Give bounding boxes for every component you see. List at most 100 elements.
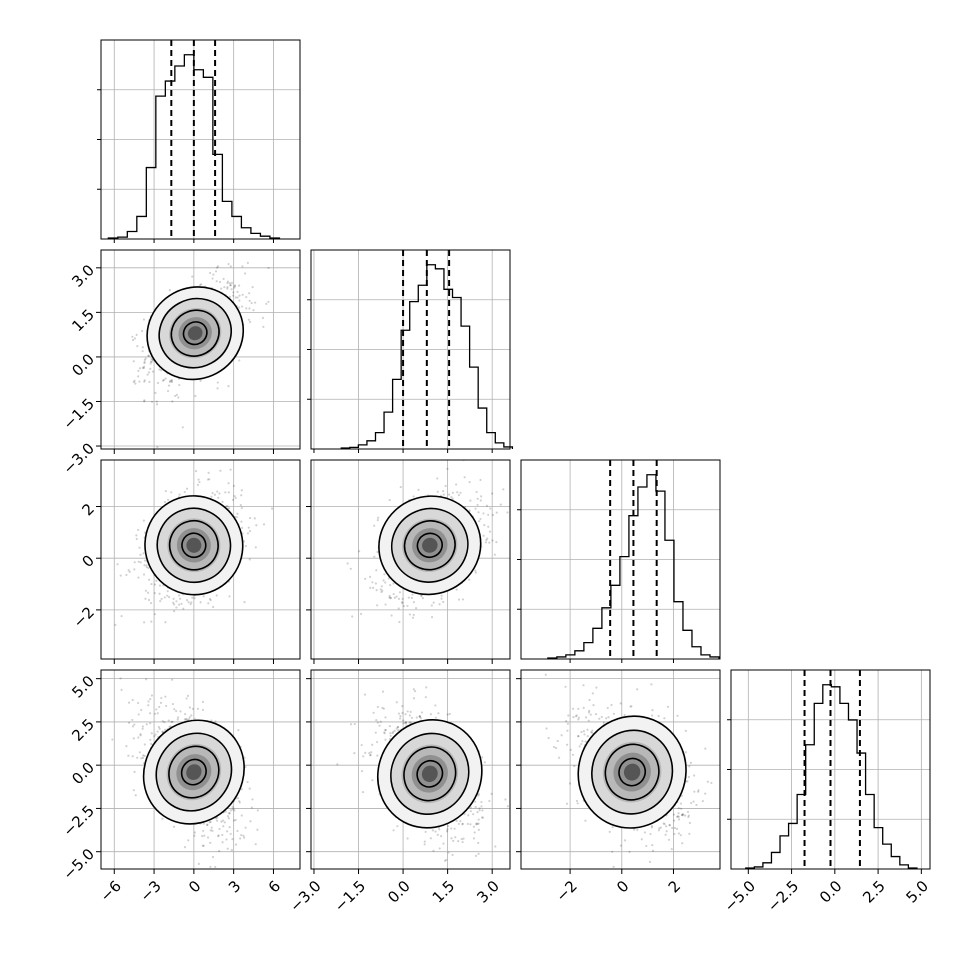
scatter-point xyxy=(402,604,405,608)
scatter-point xyxy=(133,379,136,382)
scatter-point xyxy=(479,478,482,482)
scatter-point xyxy=(477,852,480,855)
scatter-point xyxy=(246,261,249,264)
scatter-point xyxy=(478,807,481,810)
scatter-point xyxy=(147,598,151,602)
scatter-point xyxy=(138,367,142,370)
scatter-point xyxy=(475,822,478,825)
scatter-point xyxy=(233,809,236,812)
scatter-point xyxy=(234,296,237,299)
scatter-point xyxy=(474,854,478,857)
scatter-point xyxy=(477,822,480,825)
scatter-point xyxy=(245,307,248,310)
scatter-point xyxy=(177,603,181,606)
scatter-point xyxy=(229,284,232,287)
scatter-point xyxy=(246,532,250,535)
scatter-point xyxy=(217,834,220,837)
scatter-point xyxy=(376,705,379,709)
scatter-point xyxy=(475,490,478,494)
scatter-point xyxy=(158,584,162,587)
hist-frame-3 xyxy=(730,669,931,870)
scatter-point xyxy=(374,731,377,734)
pair-content xyxy=(111,677,259,869)
scatter-point xyxy=(389,597,393,600)
scatter-point xyxy=(170,378,173,382)
scatter-point xyxy=(238,359,241,362)
scatter-point xyxy=(150,400,154,403)
scatter-point xyxy=(682,813,685,816)
scatter-point xyxy=(469,499,472,502)
scatter-point xyxy=(248,530,252,533)
scatter-point xyxy=(163,728,167,731)
hist-panel-0 xyxy=(97,39,301,243)
scatter-point xyxy=(132,380,135,384)
scatter-point xyxy=(179,597,182,600)
scatter-point xyxy=(265,302,268,306)
scatter-point xyxy=(233,286,236,289)
scatter-point xyxy=(215,819,219,822)
scatter-point xyxy=(384,738,387,741)
scatter-point xyxy=(143,358,146,362)
scatter-point xyxy=(418,715,421,718)
scatter-point xyxy=(166,594,169,597)
scatter-point xyxy=(376,604,379,607)
scatter-point xyxy=(234,843,238,846)
scatter-point xyxy=(440,594,443,597)
scatter-point xyxy=(137,736,140,739)
scatter-point xyxy=(211,855,215,859)
scatter-point xyxy=(376,754,379,757)
pair-panel-3-2 xyxy=(516,669,721,874)
scatter-point xyxy=(461,598,465,601)
scatter-point xyxy=(141,346,144,349)
scatter-point xyxy=(153,613,157,616)
scatter-point xyxy=(253,517,256,520)
scatter-point xyxy=(383,731,386,734)
scatter-point xyxy=(147,354,150,357)
scatter-point xyxy=(137,369,140,373)
scatter-point xyxy=(201,708,205,712)
scatter-point xyxy=(267,266,270,270)
scatter-point xyxy=(133,337,137,340)
scatter-point xyxy=(174,394,177,398)
scatter-point xyxy=(493,553,496,556)
scatter-point xyxy=(158,705,161,709)
contour-line xyxy=(168,519,219,571)
scatter-point xyxy=(185,718,189,721)
scatter-point xyxy=(689,761,692,764)
scatter-point xyxy=(442,842,445,845)
scatter-point xyxy=(469,823,472,826)
scatter-point xyxy=(488,541,491,544)
scatter-point xyxy=(141,756,145,759)
hist-frame-0 xyxy=(100,39,301,240)
scatter-point xyxy=(383,573,386,576)
scatter-point xyxy=(183,846,187,849)
scatter-point xyxy=(408,721,411,724)
scatter-point xyxy=(242,834,245,837)
scatter-point xyxy=(155,403,159,406)
scatter-point xyxy=(379,588,382,591)
scatter-point xyxy=(467,814,470,817)
scatter-point xyxy=(375,718,378,722)
scatter-point xyxy=(372,711,375,714)
scatter-point xyxy=(148,578,151,581)
scatter-point xyxy=(469,806,472,809)
scatter-point xyxy=(486,537,489,540)
pair-frame xyxy=(100,249,301,450)
pair-panel-3-1 xyxy=(306,669,511,874)
scatter-point xyxy=(187,601,190,604)
scatter-point xyxy=(150,357,153,361)
scatter-point xyxy=(236,512,239,515)
scatter-point xyxy=(409,721,412,724)
scatter-point xyxy=(381,706,384,710)
scatter-point xyxy=(168,289,172,292)
scatter-point xyxy=(399,715,402,718)
scatter-point xyxy=(588,698,591,702)
scatter-point xyxy=(155,400,158,403)
scatter-point xyxy=(220,820,223,823)
scatter-point xyxy=(143,559,147,562)
scatter-point xyxy=(372,586,375,589)
contour-line xyxy=(181,532,207,559)
scatter-point xyxy=(404,722,407,725)
scatter-point xyxy=(434,704,437,707)
scatter-point xyxy=(171,702,175,706)
